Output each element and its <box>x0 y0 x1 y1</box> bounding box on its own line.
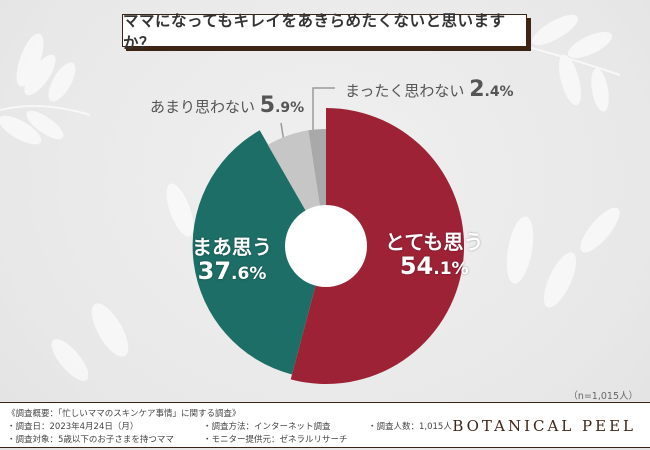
label-totemo: とても思う 54.1% <box>385 230 484 280</box>
survey-date: ・調査日：2023年4月24日（月） <box>7 422 139 432</box>
survey-count: ・調査人数：1,015人 <box>368 422 452 432</box>
survey-target: ・調査対象：5歳以下のお子さまを持つママ <box>7 435 174 445</box>
label-amari: あまり思わない 5.9% <box>150 93 305 118</box>
segment-maa <box>192 130 326 375</box>
survey-method: ・調査方法：インターネット調査 <box>203 422 331 432</box>
segment-totemo <box>290 108 465 384</box>
survey-provider: ・モニター提供元：ゼネラルリサーチ <box>203 435 348 445</box>
survey-summary: 《調査概要：「忙しいママのスキンケア事情」に関する調査》 <box>7 409 241 419</box>
chart-title: ママになってもキレイをあきらめたくないと思いますか？ <box>122 12 527 52</box>
label-maa: まあ思う 37.6% <box>192 235 272 285</box>
label-mattaku: まったく思わない 2.4% <box>345 77 514 102</box>
donut-hole <box>285 205 367 287</box>
survey-footer: 《調査概要：「忙しいママのスキンケア事情」に関する調査》 ・調査日：2023年4… <box>0 402 650 448</box>
sample-size: （n=1,015人） <box>568 391 638 402</box>
leaf-decoration-icon <box>0 14 621 381</box>
leader-line-mattaku <box>312 87 335 130</box>
brand-logo: BOTANICAL PEEL <box>452 417 636 435</box>
chart-title-box: ママになってもキレイをあきらめたくないと思いますか？ <box>122 12 531 52</box>
